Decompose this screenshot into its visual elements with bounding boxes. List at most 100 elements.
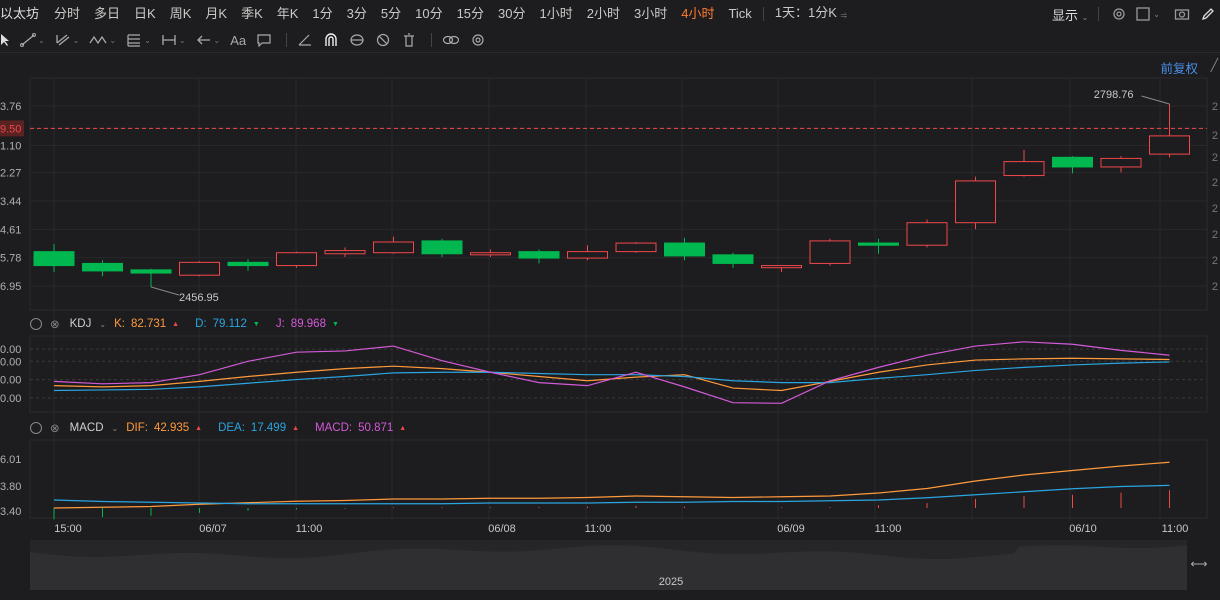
range-dropdown-icon: ⥤ bbox=[840, 10, 847, 19]
macd-header: ⊗ MACD ⌄ DIF: 42.935 ▲ DEA: 17.499 ▲ MAC… bbox=[30, 418, 422, 438]
x-axis-label-0: 15:00 bbox=[54, 523, 82, 535]
right-axis-tick-3: 2 bbox=[1212, 177, 1218, 189]
macd-title: MACD bbox=[69, 422, 104, 434]
period-tab-4[interactable]: 月K bbox=[205, 6, 228, 21]
visibility-tool[interactable] bbox=[349, 33, 365, 47]
kdj-title: KDJ bbox=[69, 318, 92, 330]
right-axis-tick-1: 2 bbox=[1212, 130, 1218, 142]
draw-settings-tool[interactable] bbox=[470, 33, 486, 47]
arrow-tool[interactable]: ⌄ bbox=[196, 33, 220, 47]
display-menu-button[interactable]: 显示 ⌄ bbox=[1051, 7, 1089, 23]
adjust-mode-icon[interactable]: ╱ bbox=[1210, 58, 1218, 72]
period-tab-3[interactable]: 周K bbox=[169, 6, 192, 21]
right-axis-tick-7: 2 bbox=[1212, 281, 1218, 293]
macd-dea-up-icon: ▲ bbox=[292, 424, 300, 432]
fib-tool[interactable]: ⌄ bbox=[126, 33, 151, 47]
macd-dif-value: 42.935 bbox=[153, 422, 190, 434]
layout-icon[interactable] bbox=[1135, 6, 1151, 22]
layout-dropdown-icon[interactable]: ⌄ bbox=[1153, 9, 1160, 19]
low-annotation-line bbox=[150, 286, 180, 296]
kdj-d-value: 79.112 bbox=[212, 318, 247, 330]
price-axis-label-6: 5.78 bbox=[0, 253, 21, 265]
fibonacci-icon bbox=[127, 34, 141, 47]
delete-tool[interactable] bbox=[401, 33, 417, 47]
period-tab-11[interactable]: 15分 bbox=[456, 6, 485, 21]
camera-icon[interactable] bbox=[1174, 6, 1190, 22]
macd-dif-label: DIF: bbox=[126, 422, 148, 434]
period-tab-15[interactable]: 3小时 bbox=[633, 6, 668, 21]
link-tool[interactable] bbox=[442, 33, 460, 47]
kdj-settings-icon[interactable] bbox=[30, 318, 42, 330]
x-axis-label-6: 11:00 bbox=[875, 523, 902, 535]
ruler-tool[interactable] bbox=[297, 33, 313, 47]
arrow-left-icon bbox=[196, 35, 210, 45]
kdj-k-value: 82.731 bbox=[130, 318, 167, 330]
x-axis-label-3: 06/08 bbox=[488, 523, 516, 535]
measure-tool[interactable]: ⌄ bbox=[161, 33, 186, 47]
candle-body-21 bbox=[1052, 156, 1093, 168]
x-axis-label-7: 06/10 bbox=[1069, 523, 1097, 535]
price-axis-label-0: 3.76 bbox=[0, 101, 21, 113]
kdj-d-label: D: bbox=[195, 318, 207, 330]
note-tool[interactable] bbox=[256, 33, 272, 47]
macd-settings-icon[interactable] bbox=[30, 422, 42, 434]
candle-body-18 bbox=[906, 222, 948, 246]
pen-icon[interactable] bbox=[1200, 6, 1216, 22]
comment-icon bbox=[257, 34, 271, 47]
measure-icon bbox=[162, 35, 176, 45]
kdj-j-line bbox=[53, 341, 1170, 404]
low-annotation: 2456.95 bbox=[179, 292, 219, 304]
period-tab-13[interactable]: 1小时 bbox=[539, 6, 573, 21]
macd-close-icon[interactable]: ⊗ bbox=[50, 423, 60, 435]
candle-body-13 bbox=[664, 242, 705, 257]
candle-body-23 bbox=[1149, 135, 1190, 155]
period-tab-6[interactable]: 年K bbox=[276, 6, 299, 21]
kdj-axis-label-3: 0.00 bbox=[0, 393, 21, 405]
period-tab-7[interactable]: 1分 bbox=[312, 6, 333, 21]
period-tab-17[interactable]: Tick bbox=[728, 6, 752, 21]
settings-icon[interactable] bbox=[1111, 6, 1127, 22]
period-tab-2[interactable]: 日K bbox=[134, 6, 156, 21]
kdj-dropdown-icon[interactable]: ⌄ bbox=[99, 319, 107, 329]
candle-body-16 bbox=[809, 240, 851, 264]
magnet-icon bbox=[325, 33, 337, 46]
text-tool[interactable]: Aa bbox=[230, 33, 246, 48]
price-axis-label-5: 4.61 bbox=[0, 224, 21, 236]
period-tab-8[interactable]: 3分 bbox=[346, 6, 367, 21]
period-tab-0[interactable]: 分时 bbox=[54, 6, 81, 21]
ruler-icon bbox=[298, 34, 312, 46]
right-axis-tick-0: 2 bbox=[1212, 101, 1218, 113]
kdj-close-icon[interactable]: ⊗ bbox=[50, 319, 60, 331]
line-tool[interactable]: ⌄ bbox=[20, 33, 45, 47]
magnet-tool[interactable] bbox=[323, 33, 339, 47]
macd-dif-line bbox=[53, 461, 1170, 509]
cursor-tool[interactable] bbox=[0, 33, 10, 47]
hide-tool[interactable] bbox=[375, 33, 391, 47]
right-axis-tick-6: 2 bbox=[1212, 255, 1218, 267]
candle-body-10 bbox=[518, 251, 560, 259]
current-price-tag bbox=[0, 120, 24, 137]
candle-body-5 bbox=[276, 252, 317, 267]
pattern-tool[interactable]: ⌄ bbox=[89, 33, 116, 47]
macd-dea-value: 17.499 bbox=[250, 422, 287, 434]
period-tab-14[interactable]: 2小时 bbox=[586, 6, 620, 21]
x-axis-label-1: 06/07 bbox=[199, 523, 227, 535]
macd-dea-line bbox=[53, 484, 1170, 505]
channel-tool[interactable]: ⌄ bbox=[55, 33, 79, 47]
adjust-mode-button[interactable]: 前复权 bbox=[1160, 62, 1198, 76]
price-axis-label-3: 2.27 bbox=[0, 168, 21, 180]
period-tab-12[interactable]: 30分 bbox=[498, 6, 526, 21]
range-select[interactable]: 1天：1分K ⥤ bbox=[774, 5, 847, 20]
period-tab-5[interactable]: 季K bbox=[241, 6, 263, 21]
macd-macd-label: MACD: bbox=[315, 422, 353, 434]
right-axis-tick-4: 2 bbox=[1212, 203, 1218, 215]
period-tab-10[interactable]: 10分 bbox=[415, 6, 443, 21]
macd-dropdown-icon[interactable]: ⌄ bbox=[111, 423, 119, 433]
period-tab-9[interactable]: 5分 bbox=[380, 6, 402, 21]
period-tab-16[interactable]: 4小时 bbox=[681, 6, 715, 21]
cursor-icon bbox=[1, 34, 9, 46]
kdj-j-value: 89.968 bbox=[290, 318, 326, 330]
period-tab-1[interactable]: 多日 bbox=[94, 6, 121, 21]
price-axis-label-2: 1.10 bbox=[0, 141, 21, 153]
